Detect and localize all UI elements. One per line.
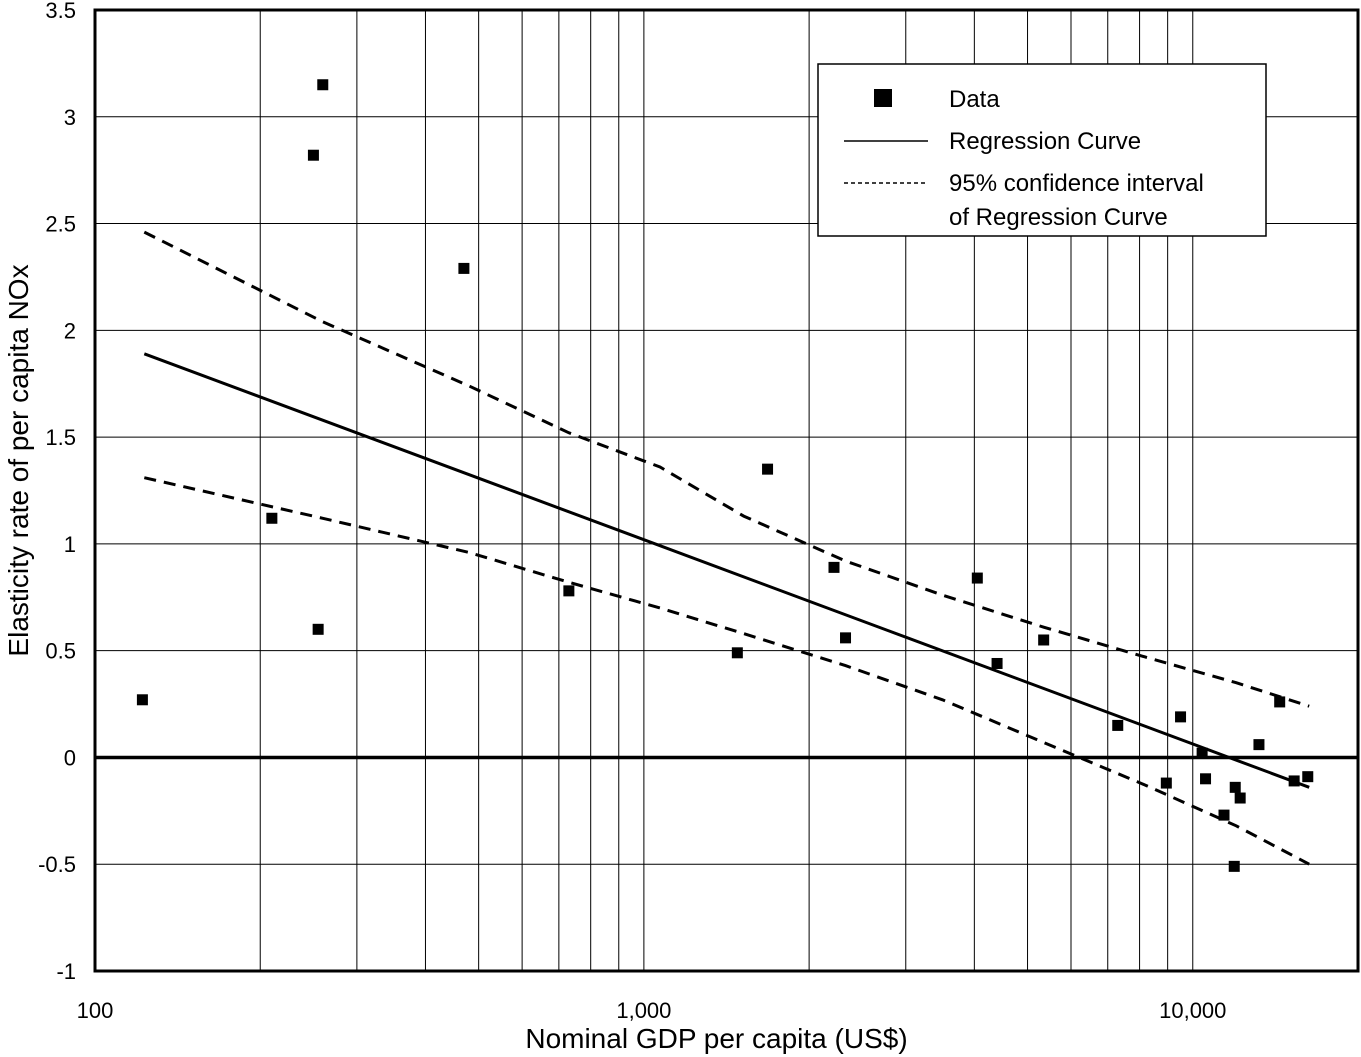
x-tick-label: 10,000: [1159, 998, 1226, 1023]
y-tick-label: 0.5: [45, 639, 76, 664]
data-point: [1302, 771, 1314, 783]
data-point: [458, 262, 470, 274]
data-point: [312, 623, 324, 635]
data-point: [731, 647, 743, 659]
data-point: [1160, 777, 1172, 789]
ci-upper-line: [143, 230, 1310, 708]
data-point: [1234, 792, 1246, 804]
legend-label-ci-line2: of Regression Curve: [949, 204, 1168, 231]
x-tick-label: 1,000: [616, 998, 671, 1023]
data-point: [136, 694, 148, 706]
data-point: [307, 149, 319, 161]
regression-curve: [143, 352, 1310, 789]
data-point: [563, 585, 575, 597]
data-point: [1196, 747, 1208, 759]
y-tick-label: 1.5: [45, 425, 76, 450]
data-points: [136, 79, 1314, 872]
data-point: [1218, 809, 1230, 821]
data-point: [1229, 781, 1241, 793]
data-point: [971, 572, 983, 584]
data-point: [1288, 775, 1300, 787]
y-tick-label: 2: [64, 318, 76, 343]
legend: Data Regression Curve 95% confidence int…: [817, 63, 1267, 237]
legend-label-data: Data: [949, 86, 1000, 113]
series: [143, 230, 1310, 866]
y-tick-label: 0: [64, 745, 76, 770]
data-point: [317, 79, 329, 91]
data-point: [1038, 634, 1050, 646]
legend-label-regression: Regression Curve: [949, 128, 1141, 155]
legend-box: [817, 63, 1267, 237]
ci-lower-line: [143, 476, 1310, 866]
y-tick-label: 3.5: [45, 0, 76, 23]
y-tick-label: 1: [64, 532, 76, 557]
data-point: [1253, 739, 1265, 751]
data-point: [1200, 773, 1212, 785]
data-point: [991, 657, 1003, 669]
data-point: [828, 561, 840, 573]
data-point: [840, 632, 852, 644]
legend-data-marker: [874, 89, 892, 107]
y-tick-label: 2.5: [45, 212, 76, 237]
data-point: [1112, 719, 1124, 731]
y-tick-label: -0.5: [38, 852, 76, 877]
data-point: [1274, 696, 1286, 708]
legend-label-ci-line1: 95% confidence interval: [949, 170, 1204, 197]
x-tick-label: 100: [77, 998, 114, 1023]
data-point: [266, 512, 278, 524]
data-point: [762, 463, 774, 475]
y-axis-title: Elasticity rate of per capita NOx: [3, 264, 34, 656]
data-point: [1228, 860, 1240, 872]
y-tick-label: -1: [56, 959, 76, 984]
y-tick-label: 3: [64, 105, 76, 130]
x-axis-title: Nominal GDP per capita (US$): [525, 1023, 907, 1054]
plot-frame: [93, 8, 1360, 973]
data-point: [1175, 711, 1187, 723]
